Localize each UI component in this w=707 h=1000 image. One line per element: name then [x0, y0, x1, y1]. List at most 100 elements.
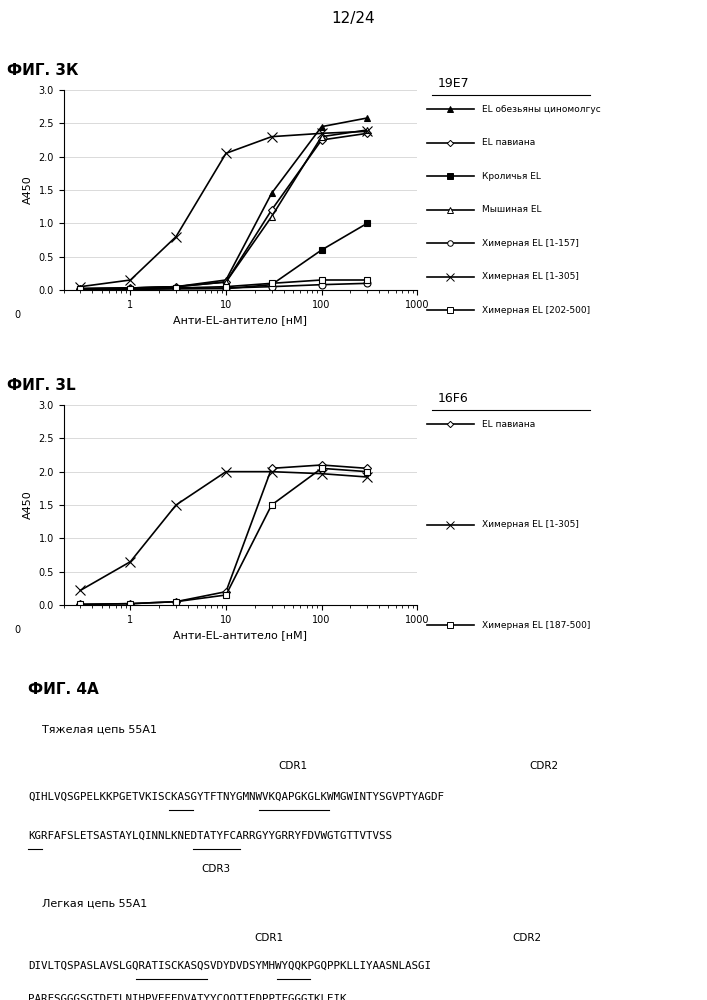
Химерная EL [1-305] — [317, 127, 326, 139]
EL обезьяны циномолгус — [172, 281, 180, 293]
Химерная EL [1-305] — [222, 466, 230, 478]
Кроличья EL — [76, 283, 85, 295]
EL павиана — [126, 282, 134, 294]
Химерная EL [187-500] — [172, 596, 180, 608]
EL павиана — [76, 598, 85, 610]
Line: EL обезьяны циномолгус: EL обезьяны циномолгус — [77, 115, 370, 292]
X-axis label: Анти-EL-антитело [нМ]: Анти-EL-антитело [нМ] — [173, 630, 308, 640]
EL павиана — [363, 462, 371, 474]
Text: 0: 0 — [15, 625, 21, 635]
Text: 0: 0 — [15, 310, 21, 320]
EL обезьяны циномолгус — [76, 283, 85, 295]
Мышиная EL — [172, 281, 180, 293]
Мышиная EL — [363, 124, 371, 136]
EL павиана — [317, 459, 326, 471]
Text: DIVLTQSPASLAVSLGQRATISCKASQSVDYDVDSYMHWYQQKPGQPPKLLIYAASNLASGI: DIVLTQSPASLAVSLGQRATISCKASQSVDYDVDSYMHWY… — [28, 961, 431, 971]
Мышиная EL — [126, 282, 134, 294]
Химерная EL [187-500] — [126, 598, 134, 610]
Химерная EL [1-157] — [126, 283, 134, 295]
Мышиная EL — [222, 276, 230, 288]
Line: EL павиана: EL павиана — [78, 462, 370, 607]
Кроличья EL — [363, 217, 371, 229]
Мышиная EL — [267, 211, 276, 223]
Text: Химерная EL [187-500]: Химерная EL [187-500] — [482, 621, 590, 630]
Химерная EL [1-305] — [76, 281, 85, 293]
Line: Химерная EL [1-305]: Химерная EL [1-305] — [76, 467, 372, 595]
Text: EL павиана: EL павиана — [482, 420, 535, 429]
EL павиана — [172, 596, 180, 608]
Химерная EL [1-157] — [76, 283, 85, 295]
Химерная EL [1-305] — [126, 274, 134, 286]
Химерная EL [1-305] — [126, 556, 134, 568]
Химерная EL [202-500] — [363, 274, 371, 286]
Text: ФИГ. 3К: ФИГ. 3К — [7, 63, 78, 78]
Химерная EL [187-500] — [363, 466, 371, 478]
Химерная EL [202-500] — [76, 283, 85, 295]
Text: Химерная EL [1-157]: Химерная EL [1-157] — [482, 239, 579, 248]
Химерная EL [187-500] — [222, 589, 230, 601]
EL павиана — [267, 462, 276, 474]
Химерная EL [202-500] — [172, 282, 180, 294]
Кроличья EL — [222, 283, 230, 295]
EL обезьяны циномолгус — [317, 121, 326, 133]
Кроличья EL — [267, 279, 276, 291]
EL павиана — [222, 276, 230, 288]
Text: CDR1: CDR1 — [254, 933, 284, 943]
Химерная EL [187-500] — [317, 462, 326, 474]
Text: 16F6: 16F6 — [438, 392, 469, 405]
EL павиана — [76, 283, 85, 295]
EL обезьяны циномолгус — [222, 274, 230, 286]
EL павиана — [172, 281, 180, 293]
Химерная EL [1-305] — [363, 125, 371, 137]
Text: CDR3: CDR3 — [201, 864, 231, 874]
Химерная EL [1-305] — [172, 499, 180, 511]
Text: 12/24: 12/24 — [332, 11, 375, 26]
Химерная EL [1-305] — [317, 468, 326, 480]
Мышиная EL — [317, 131, 326, 143]
Химерная EL [1-305] — [363, 471, 371, 483]
X-axis label: Анти-EL-антитело [нМ]: Анти-EL-антитело [нМ] — [173, 315, 308, 325]
Химерная EL [202-500] — [267, 277, 276, 289]
Line: Химерная EL [202-500]: Химерная EL [202-500] — [77, 277, 370, 293]
Мышиная EL — [76, 283, 85, 295]
Text: PARFSGGGSGTDFTLNIHPVEEEDVATYYCQQTIEDPPTFGGGTKLEIK: PARFSGGGSGTDFTLNIHPVEEEDVATYYCQQTIEDPPTF… — [28, 993, 346, 1000]
Text: Тяжелая цепь 55A1: Тяжелая цепь 55A1 — [42, 724, 158, 734]
Химерная EL [1-157] — [267, 281, 276, 293]
Text: Мышиная EL: Мышиная EL — [482, 205, 542, 214]
Line: EL павиана: EL павиана — [78, 131, 370, 291]
Химерная EL [1-305] — [267, 131, 276, 143]
Кроличья EL — [172, 283, 180, 295]
EL павиана — [126, 598, 134, 610]
Text: 19E7: 19E7 — [438, 77, 469, 90]
Химерная EL [1-157] — [172, 283, 180, 295]
Text: ФИГ. 3L: ФИГ. 3L — [7, 378, 76, 393]
Line: Химерная EL [1-305]: Химерная EL [1-305] — [76, 126, 372, 292]
Line: Химерная EL [1-157]: Химерная EL [1-157] — [77, 280, 370, 293]
Text: ФИГ. 4А: ФИГ. 4А — [28, 682, 99, 697]
EL обезьяны циномолгус — [363, 112, 371, 124]
Химерная EL [1-305] — [267, 466, 276, 478]
EL павиана — [317, 134, 326, 146]
Кроличья EL — [317, 244, 326, 256]
Text: Химерная EL [202-500]: Химерная EL [202-500] — [482, 306, 590, 315]
Text: KGRFAFSLETSASTAYLQINNLKNEDTATYFCARRGYYGRRYFDVWGTGTTVTVSS: KGRFAFSLETSASTAYLQINNLKNEDTATYFCARRGYYGR… — [28, 831, 392, 841]
Химерная EL [187-500] — [76, 598, 85, 610]
EL павиана — [267, 204, 276, 216]
Line: Химерная EL [187-500]: Химерная EL [187-500] — [77, 465, 370, 608]
Text: Кроличья EL: Кроличья EL — [482, 172, 541, 181]
Text: CDR2: CDR2 — [512, 933, 542, 943]
Text: Химерная EL [1-305]: Химерная EL [1-305] — [482, 520, 579, 529]
Химерная EL [202-500] — [317, 274, 326, 286]
Text: QIHLVQSGPELKKPGETVKISCKASGYTFTNYGMNWVKQAPGKGLKWMGWINTYSGVPTYAGDF: QIHLVQSGPELKKPGETVKISCKASGYTFTNYGMNWVKQA… — [28, 792, 444, 802]
Химерная EL [1-157] — [317, 279, 326, 291]
EL обезьяны циномолгус — [126, 282, 134, 294]
Y-axis label: A450: A450 — [23, 491, 33, 519]
Text: EL обезьяны циномолгус: EL обезьяны циномолгус — [482, 105, 601, 114]
EL обезьяны циномолгус — [267, 187, 276, 199]
Line: Мышиная EL: Мышиная EL — [77, 127, 370, 292]
Химерная EL [1-305] — [76, 584, 85, 596]
Химерная EL [1-305] — [222, 147, 230, 159]
EL павиана — [363, 127, 371, 139]
Химерная EL [1-157] — [222, 282, 230, 294]
Text: Легкая цепь 55A1: Легкая цепь 55A1 — [42, 898, 148, 908]
